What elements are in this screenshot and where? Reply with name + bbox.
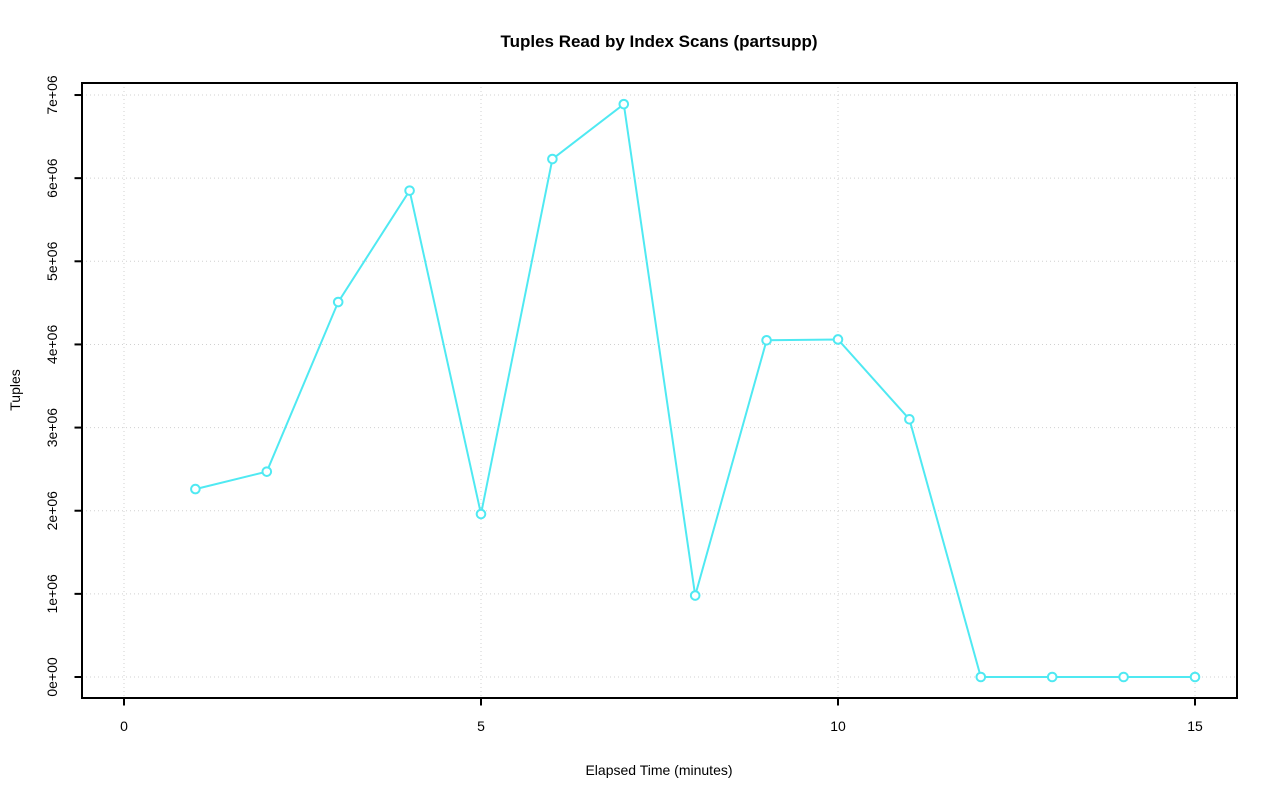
plot-frame <box>81 82 1238 699</box>
data-point <box>975 671 987 683</box>
x-tick-label: 5 <box>477 718 485 734</box>
data-point <box>832 334 844 345</box>
data-point <box>689 590 701 601</box>
x-axis-ticks: 0 5 10 15 <box>120 698 1203 734</box>
data-point <box>618 98 630 110</box>
gridlines <box>82 83 1237 698</box>
x-tick-label: 15 <box>1187 718 1203 734</box>
data-point <box>1189 671 1201 683</box>
data-point <box>475 508 487 520</box>
chart-title: Tuples Read by Index Scans (partsupp) <box>500 32 817 51</box>
y-tick-label: 1e+06 <box>44 574 60 614</box>
data-point <box>404 185 415 196</box>
data-point <box>1118 671 1129 683</box>
data-point <box>761 334 772 346</box>
x-axis-label: Elapsed Time (minutes) <box>585 762 732 778</box>
data-point <box>190 483 201 495</box>
y-axis-ticks: 0e+00 1e+06 2e+06 3e+06 4e+06 5e+06 6e+06 7e+06 <box>44 75 82 697</box>
y-axis-label: Tuples <box>7 369 23 411</box>
data-point <box>904 413 915 425</box>
y-tick-label: 0e+00 <box>44 657 60 697</box>
data-point <box>547 153 558 165</box>
y-tick-label: 6e+06 <box>44 158 60 198</box>
y-tick-label: 2e+06 <box>44 491 60 531</box>
data-point <box>332 296 344 308</box>
data-point <box>261 466 273 477</box>
y-tick-label: 3e+06 <box>44 408 60 448</box>
data-point <box>1046 671 1058 683</box>
x-tick-label: 0 <box>120 718 128 734</box>
y-tick-label: 5e+06 <box>44 241 60 281</box>
data-points <box>190 98 1201 683</box>
x-tick-label: 10 <box>830 718 846 734</box>
y-tick-label: 4e+06 <box>44 325 60 365</box>
y-tick-label: 7e+06 <box>44 75 60 115</box>
